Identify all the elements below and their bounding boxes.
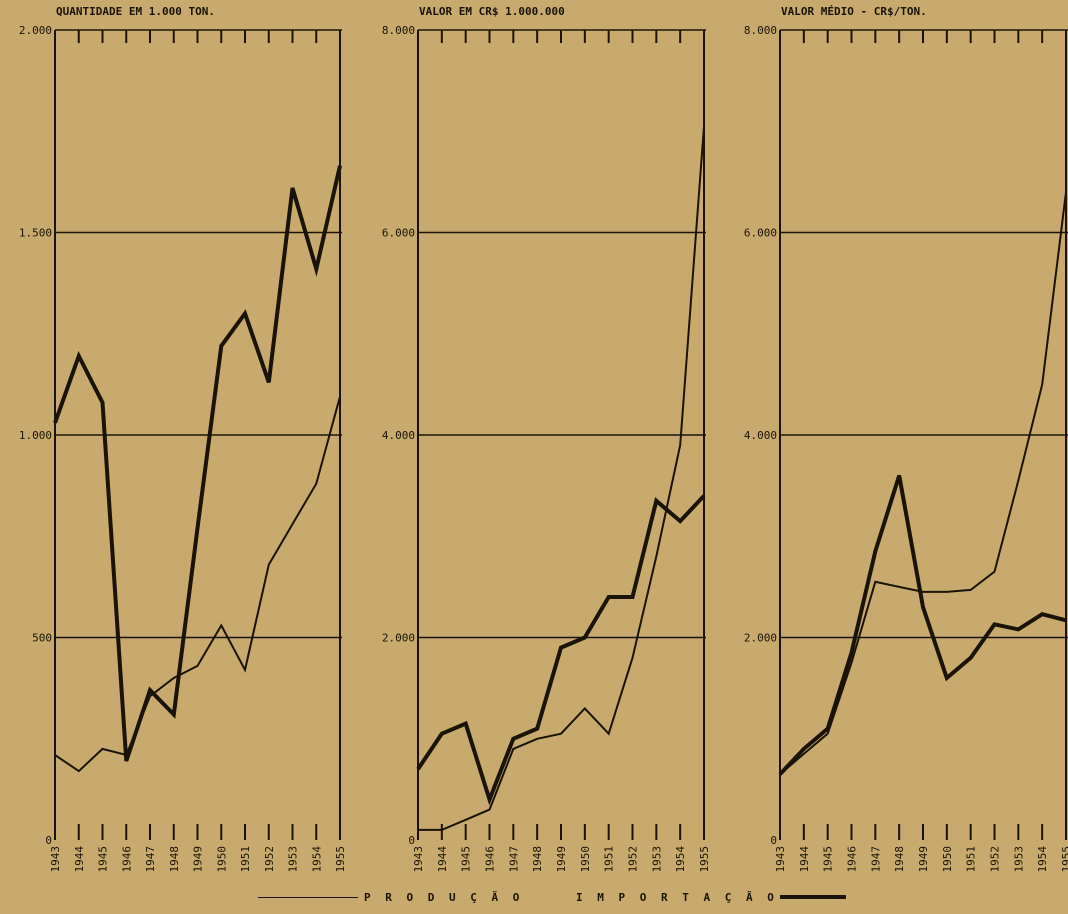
panel-1-xtick-label: 1946 — [120, 846, 133, 873]
panel-1-title: QUANTIDADE EM 1.000 TON. — [56, 5, 215, 18]
panel-3-xtick-label: 1951 — [965, 846, 978, 873]
legend-importacao-label: I M P O R T A Ç Ã O — [576, 890, 778, 904]
panel-1-xtick-label: 1949 — [192, 846, 205, 873]
panel-2-xtick-label: 1949 — [555, 846, 568, 873]
panel-1-xtick-label: 1952 — [263, 846, 276, 873]
panel-2-title: VALOR EM CR$ 1.000.000 — [419, 5, 565, 18]
panel-2-xtick-label: 1952 — [627, 846, 640, 873]
panel-3-xtick-label: 1944 — [798, 846, 811, 873]
panel-2-ytick-label: 8.000 — [382, 24, 415, 37]
panel-3-series-line-importacao — [778, 474, 1067, 776]
panel-2-xtick-label: 1945 — [460, 846, 473, 873]
panel-1-xtick-label: 1945 — [97, 846, 110, 873]
panel-3-xtick-label: 1955 — [1060, 846, 1068, 873]
panel-3-ytick-label: 2.000 — [744, 632, 777, 645]
panel-1-series-line-importacao — [53, 165, 342, 762]
panel-3-xtick-label: 1952 — [989, 846, 1002, 873]
panel-2-series-line-producao — [418, 126, 705, 831]
panel-1-xtick-label: 1953 — [287, 846, 300, 873]
panel-1-xtick-label: 1954 — [310, 846, 323, 873]
legend-importacao-swatch — [779, 895, 846, 899]
panel-2-xtick-label: 1948 — [531, 846, 544, 873]
panel-1-xtick-label: 1948 — [168, 846, 181, 873]
panel-3-ytick-label: 8.000 — [744, 24, 777, 37]
panel-2-xtick-label: 1946 — [484, 846, 497, 873]
panel-3-xtick-label: 1949 — [917, 846, 930, 873]
panel-2-ytick-label: 6.000 — [382, 227, 415, 240]
legend-importacao: I M P O R T A Ç Ã O — [576, 888, 846, 906]
panel-2-series-line-importacao — [416, 494, 706, 806]
panel-1-ytick-label: 500 — [32, 632, 52, 645]
panel-2-xtick-label: 1951 — [603, 846, 616, 873]
panel-2-xtick-label: 1953 — [650, 846, 663, 873]
panel-3-ytick-label: 0 — [770, 834, 777, 847]
panel-2-xtick-label: 1944 — [436, 846, 449, 873]
panel-2-xtick-label: 1954 — [674, 846, 687, 873]
panel-1-ytick-label: 1.000 — [19, 429, 52, 442]
panel-2-ytick-label: 0 — [408, 834, 415, 847]
panel-3-xtick-label: 1945 — [822, 846, 835, 873]
panel-2-xtick-label: 1950 — [579, 846, 592, 873]
legend-producao: P R O D U Ç Ã O — [258, 888, 523, 906]
panel-3-xtick-label: 1950 — [941, 846, 954, 873]
panel-1-ytick-label: 2.000 — [19, 24, 52, 37]
panel-1-ytick-label: 1.500 — [19, 227, 52, 240]
panel-1-xtick-label: 1955 — [334, 846, 347, 873]
panel-3-xtick-label: 1943 — [774, 846, 787, 873]
panel-3-xtick-label: 1954 — [1036, 846, 1049, 873]
panel-1-series-line-producao — [54, 396, 341, 773]
panel-1-xtick-label: 1944 — [73, 846, 86, 873]
panel-2-ytick-label: 2.000 — [382, 632, 415, 645]
panel-3-title: VALOR MÉDIO - CR$/TON. — [781, 5, 927, 18]
legend-producao-label: P R O D U Ç Ã O — [364, 890, 524, 904]
panel-1-xtick-label: 1950 — [215, 846, 228, 873]
panel-2-xtick-label: 1943 — [412, 846, 425, 873]
panel-1-xtick-label: 1943 — [49, 846, 62, 873]
panel-3-xtick-label: 1948 — [893, 846, 906, 873]
panel-3-xtick-label: 1953 — [1012, 846, 1025, 873]
panel-1-xtick-label: 1951 — [239, 846, 252, 873]
panel-2-xtick-label: 1947 — [507, 846, 520, 873]
panel-3-xtick-label: 1946 — [846, 846, 859, 873]
panel-1-ytick-label: 0 — [45, 834, 52, 847]
panel-3-ytick-label: 4.000 — [744, 429, 777, 442]
panel-2-ytick-label: 4.000 — [382, 429, 415, 442]
panel-3-ytick-label: 6.000 — [744, 227, 777, 240]
legend-producao-swatch — [258, 896, 358, 898]
panel-3-series-line-producao — [779, 191, 1067, 775]
panel-3-xtick-label: 1947 — [869, 846, 882, 873]
panel-2-xtick-label: 1955 — [698, 846, 711, 873]
panel-1-xtick-label: 1947 — [144, 846, 157, 873]
